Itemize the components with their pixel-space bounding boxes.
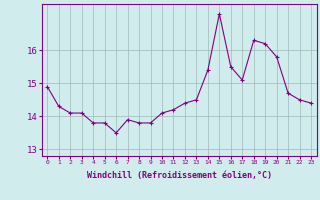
X-axis label: Windchill (Refroidissement éolien,°C): Windchill (Refroidissement éolien,°C)	[87, 171, 272, 180]
